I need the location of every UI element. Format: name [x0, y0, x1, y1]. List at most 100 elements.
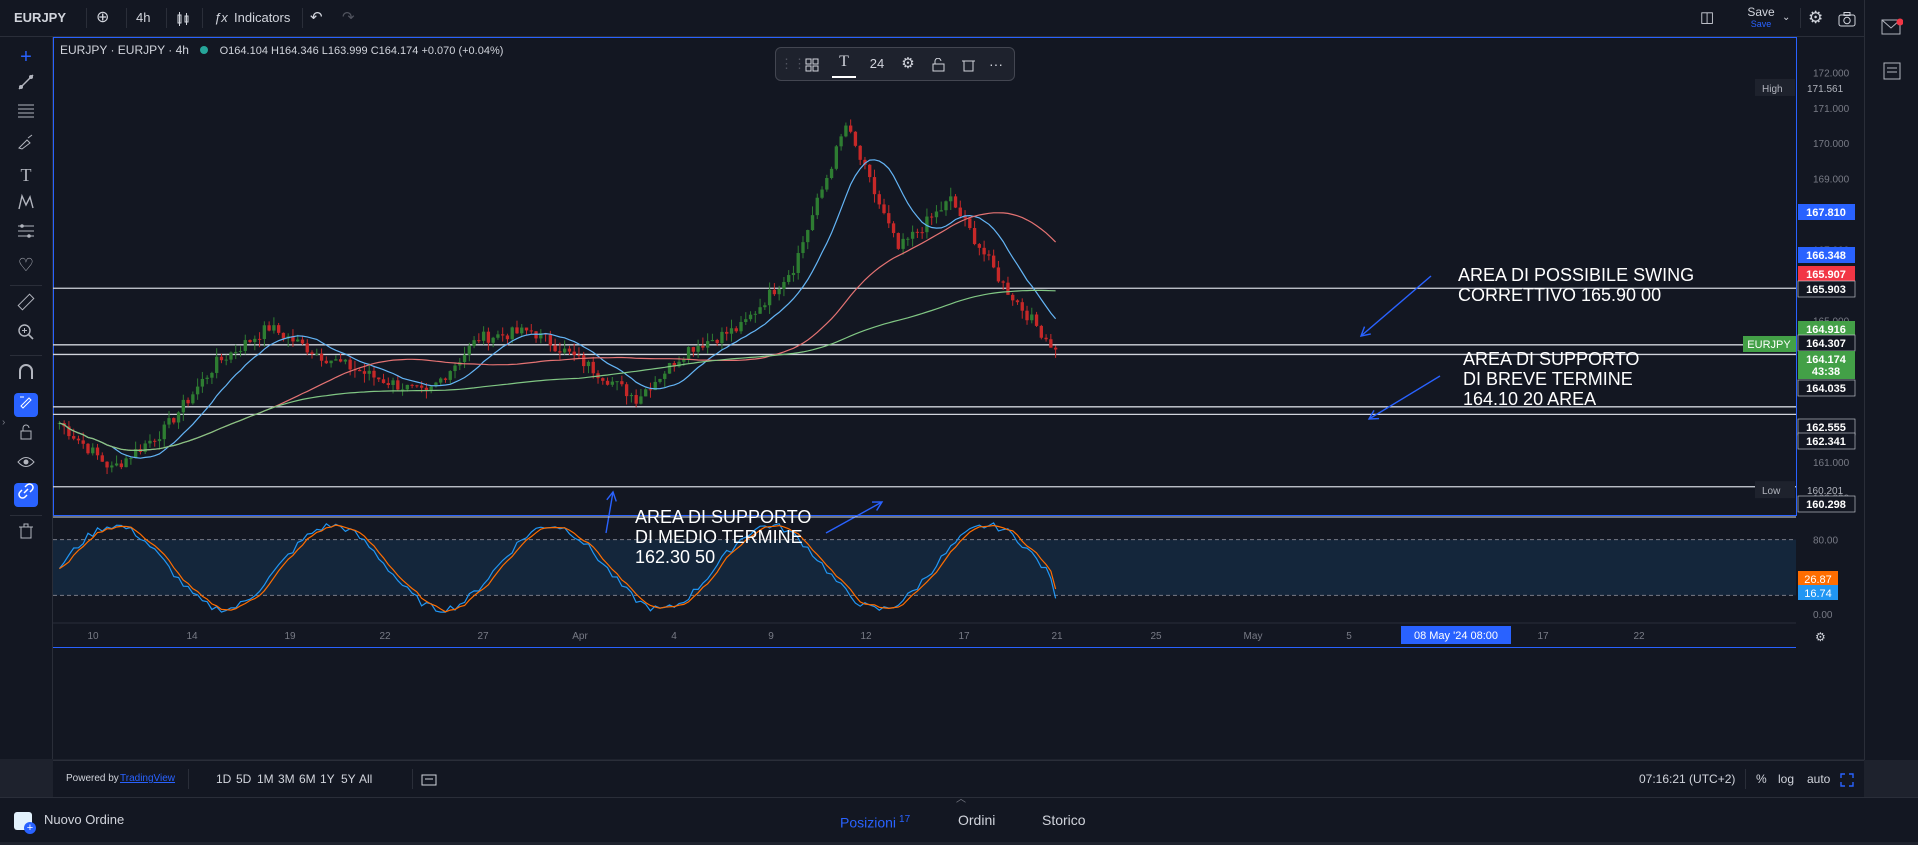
- drag-handle-icon[interactable]: ⋮⋮: [780, 56, 806, 71]
- range-button-all[interactable]: All: [359, 772, 373, 786]
- candle[interactable]: [467, 345, 471, 355]
- candle[interactable]: [234, 351, 238, 353]
- arrow-mid-support-left[interactable]: [605, 491, 614, 534]
- candle[interactable]: [186, 399, 190, 404]
- candle[interactable]: [400, 389, 405, 391]
- candle[interactable]: [729, 328, 734, 334]
- candle[interactable]: [686, 347, 691, 360]
- price-axis[interactable]: [1797, 37, 1863, 759]
- candle[interactable]: [982, 247, 986, 255]
- candle[interactable]: [644, 389, 648, 397]
- percent-scale-toggle[interactable]: %: [1756, 772, 1767, 786]
- candle[interactable]: [448, 371, 452, 380]
- candle[interactable]: [696, 345, 700, 352]
- candle[interactable]: [834, 146, 839, 169]
- candle[interactable]: [682, 359, 686, 362]
- candle[interactable]: [520, 327, 524, 334]
- candle[interactable]: [796, 253, 800, 273]
- candle[interactable]: [701, 345, 705, 348]
- candle[interactable]: [1025, 310, 1029, 321]
- candle[interactable]: [1001, 281, 1005, 283]
- candle[interactable]: [381, 379, 386, 384]
- candle[interactable]: [105, 461, 109, 468]
- indicators-icon[interactable]: ƒx: [214, 10, 228, 25]
- eye-icon[interactable]: [14, 453, 38, 477]
- candle[interactable]: [782, 281, 786, 289]
- candle[interactable]: [1049, 339, 1053, 348]
- candle[interactable]: [1020, 302, 1024, 311]
- candle[interactable]: [820, 189, 824, 198]
- collapse-arrow-icon[interactable]: ›: [2, 417, 6, 428]
- annotation-swing-area[interactable]: AREA DI POSSIBILE SWING CORRETTIVO 165.9…: [1458, 265, 1695, 305]
- candle[interactable]: [524, 327, 529, 331]
- candle[interactable]: [629, 395, 634, 397]
- candle[interactable]: [639, 396, 643, 404]
- candle[interactable]: [329, 360, 333, 364]
- range-button-1d[interactable]: 1D: [216, 772, 232, 786]
- tab-history[interactable]: Storico: [1042, 812, 1086, 828]
- candle[interactable]: [133, 449, 138, 459]
- candle[interactable]: [253, 338, 257, 343]
- range-button-1y[interactable]: 1Y: [320, 772, 335, 786]
- candle[interactable]: [248, 340, 252, 343]
- chevron-down-icon[interactable]: ⌄: [1782, 12, 1791, 23]
- candle[interactable]: [310, 352, 314, 354]
- candle[interactable]: [229, 352, 233, 360]
- candle[interactable]: [129, 458, 133, 460]
- annotation-mid-term-support[interactable]: AREA DI SUPPORTO DI MEDIO TERMINE 162.30…: [635, 507, 812, 567]
- prediction-icon[interactable]: [14, 223, 38, 247]
- candle[interactable]: [496, 334, 500, 338]
- candle[interactable]: [763, 305, 767, 308]
- candle[interactable]: [343, 359, 348, 362]
- text-color-icon[interactable]: T: [832, 48, 856, 78]
- candle[interactable]: [601, 378, 605, 381]
- legend-symbol-title[interactable]: EURJPY · EURJPY · 4h: [60, 43, 189, 57]
- chevron-up-icon[interactable]: ︿: [956, 794, 966, 805]
- candle[interactable]: [610, 381, 614, 385]
- candle[interactable]: [934, 211, 939, 218]
- candle[interactable]: [791, 272, 796, 276]
- candle[interactable]: [915, 231, 920, 233]
- candle[interactable]: [338, 359, 343, 362]
- candle[interactable]: [119, 463, 124, 468]
- new-order-button[interactable]: Nuovo Ordine: [44, 812, 125, 827]
- candle[interactable]: [262, 325, 267, 339]
- brush-icon[interactable]: [14, 133, 38, 157]
- candle[interactable]: [334, 359, 338, 361]
- candle[interactable]: [276, 325, 281, 333]
- candle[interactable]: [720, 331, 724, 344]
- candle[interactable]: [968, 218, 972, 229]
- candle[interactable]: [534, 331, 538, 339]
- date-range-icon[interactable]: [421, 761, 437, 797]
- link-icon[interactable]: [14, 483, 38, 507]
- candle[interactable]: [901, 238, 905, 249]
- candle[interactable]: [744, 319, 748, 323]
- candle[interactable]: [195, 386, 200, 395]
- camera-icon[interactable]: [1838, 0, 1856, 36]
- candle[interactable]: [887, 213, 891, 224]
- candle[interactable]: [391, 380, 395, 386]
- lock-icon[interactable]: [14, 423, 38, 447]
- candle[interactable]: [553, 345, 557, 352]
- candle[interactable]: [477, 340, 481, 342]
- candle[interactable]: [772, 289, 777, 295]
- candle[interactable]: [243, 340, 247, 351]
- chart-area[interactable]: 172.000171.000170.000169.000168.000167.0…: [53, 37, 1864, 759]
- candle[interactable]: [663, 373, 667, 379]
- candle[interactable]: [677, 361, 681, 367]
- candle[interactable]: [95, 447, 100, 456]
- trendline-icon[interactable]: [14, 73, 38, 97]
- undo-icon[interactable]: ↶: [310, 9, 323, 26]
- candle[interactable]: [891, 223, 896, 234]
- candle[interactable]: [648, 389, 653, 391]
- candle[interactable]: [501, 334, 505, 336]
- candle[interactable]: [586, 361, 591, 367]
- candle[interactable]: [91, 447, 95, 454]
- candle[interactable]: [815, 197, 819, 216]
- range-button-6m[interactable]: 6M: [299, 772, 316, 786]
- candle[interactable]: [486, 331, 491, 343]
- fullscreen-icon[interactable]: [1840, 761, 1854, 797]
- candle[interactable]: [896, 233, 900, 249]
- candle[interactable]: [615, 381, 619, 383]
- candle[interactable]: [219, 356, 224, 361]
